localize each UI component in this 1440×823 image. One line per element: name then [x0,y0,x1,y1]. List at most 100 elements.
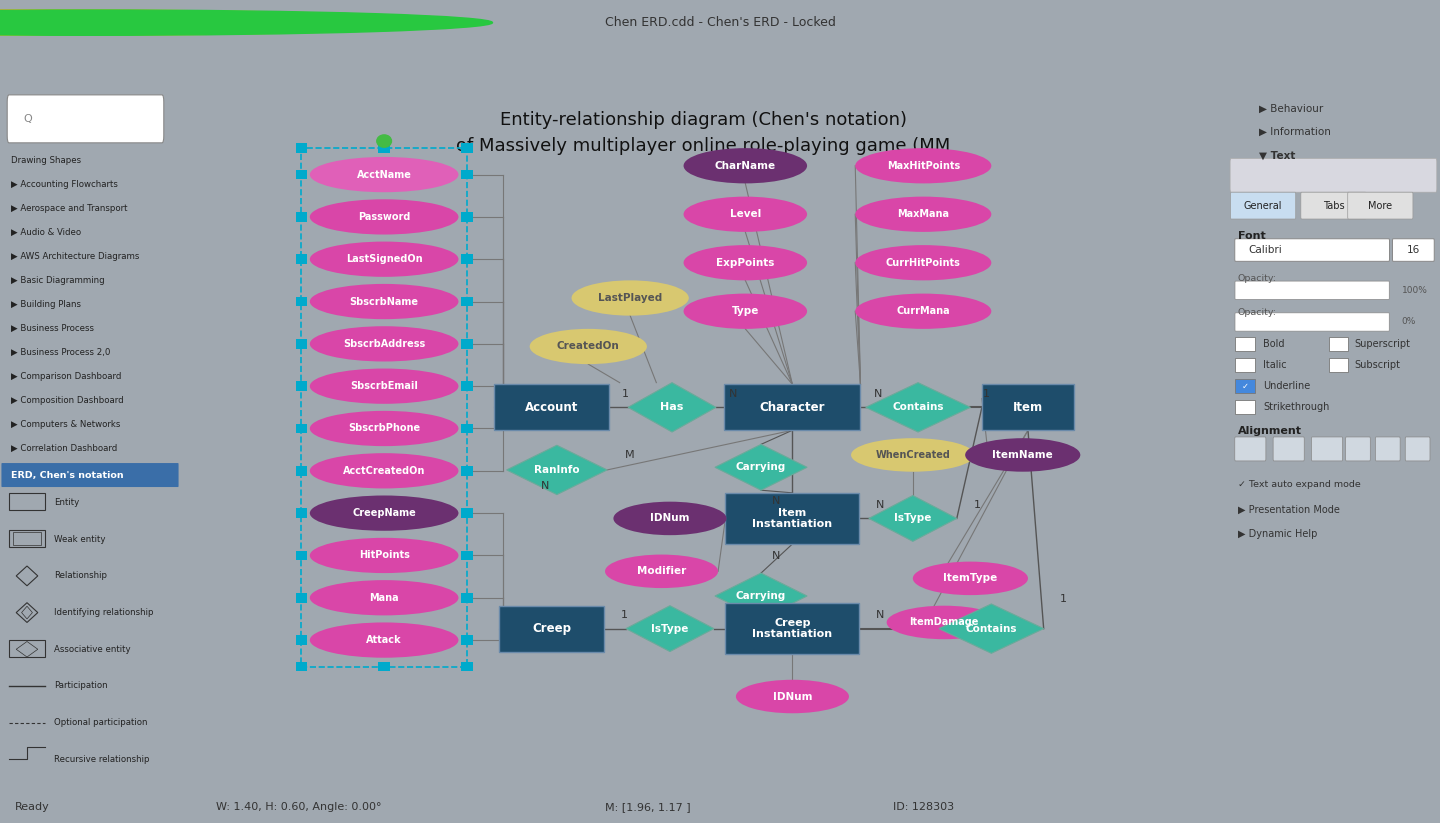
Text: ▶ Basic Diagramming: ▶ Basic Diagramming [12,276,105,285]
FancyBboxPatch shape [295,254,307,264]
FancyBboxPatch shape [295,593,307,602]
Text: M: [1.96, 1.17 ]: M: [1.96, 1.17 ] [605,802,690,812]
Text: ▶ Computers & Networks: ▶ Computers & Networks [12,420,120,429]
Text: Tabs: Tabs [1322,201,1345,211]
Ellipse shape [855,294,991,329]
Text: Recursive relationship: Recursive relationship [55,755,150,764]
FancyBboxPatch shape [1236,379,1254,393]
Text: General: General [1244,201,1283,211]
Text: LastPlayed: LastPlayed [598,293,662,303]
FancyBboxPatch shape [295,381,307,391]
FancyBboxPatch shape [295,509,307,518]
Text: ▶ Information: ▶ Information [1259,128,1331,137]
Text: Carrying: Carrying [736,591,786,601]
Text: SbscrbName: SbscrbName [350,296,419,306]
Text: IDNum: IDNum [651,514,690,523]
Text: Creep
Instantiation: Creep Instantiation [752,618,832,639]
Text: N: N [730,610,739,620]
FancyBboxPatch shape [1405,437,1430,461]
Ellipse shape [887,606,1002,639]
Text: Creep: Creep [533,622,572,635]
Ellipse shape [310,242,458,277]
FancyBboxPatch shape [461,593,472,602]
FancyBboxPatch shape [295,212,307,221]
FancyBboxPatch shape [295,466,307,476]
Text: ▶ Behaviour: ▶ Behaviour [1259,104,1323,114]
Ellipse shape [310,580,458,616]
FancyBboxPatch shape [1329,358,1348,372]
Text: LastSignedOn: LastSignedOn [346,254,422,264]
Text: Italic: Italic [1263,360,1287,370]
Text: Attack: Attack [366,635,402,645]
Text: Relationship: Relationship [55,571,107,580]
Text: CurrHitPoints: CurrHitPoints [886,258,960,267]
FancyBboxPatch shape [461,662,472,672]
Circle shape [377,135,392,147]
Text: ItemName: ItemName [992,450,1053,460]
Ellipse shape [310,157,458,193]
Text: Superscript: Superscript [1355,339,1411,349]
Text: RanInfo: RanInfo [534,465,580,475]
Text: ▼ Text: ▼ Text [1259,151,1295,160]
FancyBboxPatch shape [1312,437,1342,461]
Text: Bold: Bold [1263,339,1284,349]
FancyBboxPatch shape [461,381,472,391]
Text: ID: 128303: ID: 128303 [893,802,953,812]
Text: Mana: Mana [369,593,399,602]
Text: Entity: Entity [55,498,79,507]
FancyBboxPatch shape [1348,193,1413,219]
Polygon shape [507,445,608,495]
Text: SbscrbPhone: SbscrbPhone [348,424,420,434]
Text: CreepName: CreepName [353,508,416,518]
Text: AcctName: AcctName [357,170,412,179]
Text: 1: 1 [973,500,981,509]
Ellipse shape [310,411,458,446]
Text: 1: 1 [772,467,779,477]
FancyBboxPatch shape [1234,239,1390,262]
FancyBboxPatch shape [295,424,307,434]
FancyBboxPatch shape [1236,281,1390,300]
Text: MaxHitPoints: MaxHitPoints [887,160,960,170]
Text: Opacity:: Opacity: [1237,274,1276,283]
FancyBboxPatch shape [1273,437,1305,461]
FancyBboxPatch shape [461,509,472,518]
Text: M: M [625,449,635,459]
FancyBboxPatch shape [295,143,307,153]
Text: Password: Password [359,212,410,222]
Text: Strikethrough: Strikethrough [1263,402,1329,412]
Text: Optional participation: Optional participation [55,718,147,727]
Ellipse shape [684,245,806,281]
Polygon shape [714,573,806,619]
Text: Subscript: Subscript [1355,360,1401,370]
Polygon shape [626,606,714,652]
Text: Weak entity: Weak entity [55,535,105,544]
FancyBboxPatch shape [724,384,861,430]
Ellipse shape [613,502,726,535]
Text: ✓ Text auto expand mode: ✓ Text auto expand mode [1237,481,1361,490]
Text: ▶ Correlation Dashboard: ▶ Correlation Dashboard [12,444,117,453]
FancyBboxPatch shape [295,170,307,179]
FancyBboxPatch shape [461,551,472,560]
Ellipse shape [684,148,806,184]
FancyBboxPatch shape [1345,437,1371,461]
Ellipse shape [310,453,458,488]
Text: Level: Level [730,209,760,219]
Polygon shape [628,383,716,432]
Ellipse shape [684,197,806,232]
Text: ▶ Business Process 2,0: ▶ Business Process 2,0 [12,348,111,357]
FancyBboxPatch shape [379,662,390,672]
FancyBboxPatch shape [1300,193,1367,219]
Text: Associative entity: Associative entity [55,644,131,653]
Ellipse shape [684,294,806,329]
Text: N: N [729,388,737,399]
Text: 1: 1 [772,625,779,635]
Text: Font: Font [1237,231,1266,241]
FancyBboxPatch shape [1230,158,1437,193]
Text: Item
Instantiation: Item Instantiation [752,508,832,529]
Text: ▶ Comparison Dashboard: ▶ Comparison Dashboard [12,372,121,381]
Ellipse shape [530,329,647,364]
FancyBboxPatch shape [461,466,472,476]
Text: SbscrbEmail: SbscrbEmail [350,381,418,391]
Ellipse shape [965,438,1080,472]
Circle shape [0,10,461,35]
